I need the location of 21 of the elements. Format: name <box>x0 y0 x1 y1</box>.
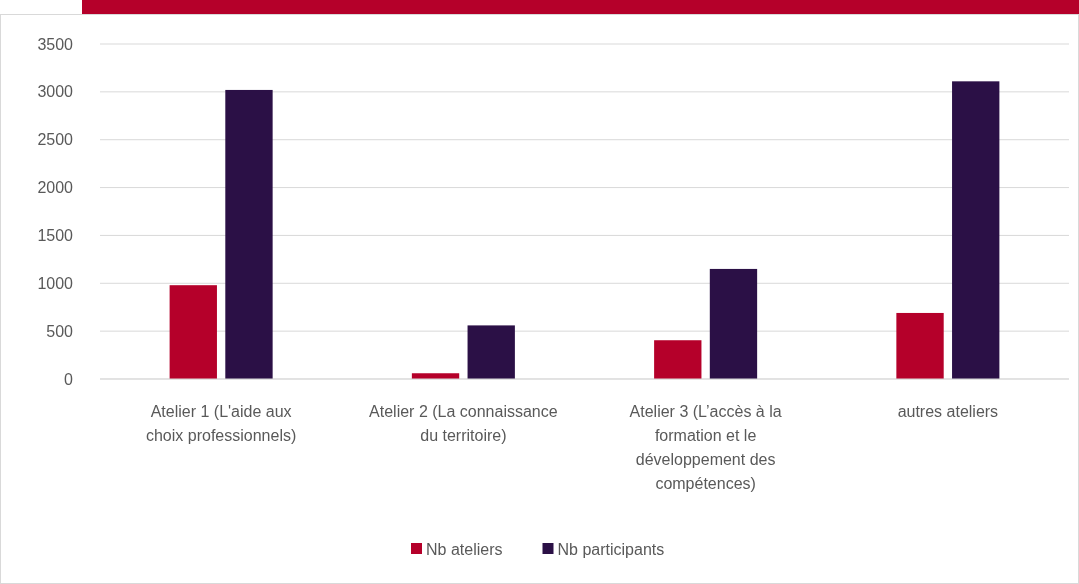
x-tick-label: Atelier 2 (La connaissance du territoire) <box>369 403 558 444</box>
bar <box>709 268 758 379</box>
bar <box>654 340 702 379</box>
y-tick-label: 1000 <box>37 274 74 292</box>
x-tick-label: Atelier 3 (L’accès à la formation et le développement des compétences) <box>629 403 782 492</box>
bar <box>225 89 273 379</box>
y-tick-label: 2500 <box>37 131 74 149</box>
y-tick-label: 500 <box>46 322 74 340</box>
y-tick-label: 2000 <box>37 179 74 197</box>
x-tick-label: Atelier 1 (L'aide aux choix professionnels) <box>145 403 297 444</box>
bar <box>952 81 1000 379</box>
x-tick-label: autres ateliers <box>897 403 999 420</box>
bar <box>169 285 217 379</box>
y-tick-label: 1500 <box>37 227 74 245</box>
legend-label: Nb ateliers <box>426 540 503 558</box>
y-tick-label: 3000 <box>37 83 74 101</box>
y-tick-label: 0 <box>64 370 74 388</box>
legend-label: Nb participants <box>557 540 665 558</box>
y-tick-label: 3500 <box>37 35 74 53</box>
bar <box>467 325 515 379</box>
bar <box>896 312 944 379</box>
